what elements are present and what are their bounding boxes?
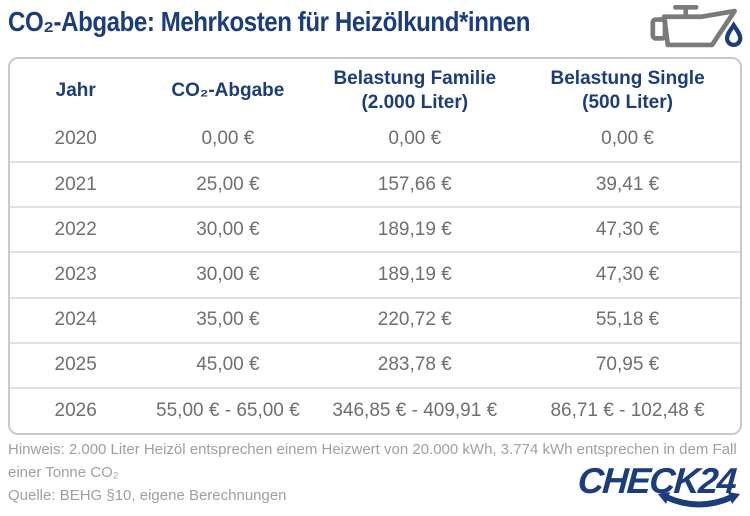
oil-can-body	[661, 8, 737, 48]
oil-can-handle	[650, 17, 668, 41]
table-cell: 0,00 €	[388, 128, 442, 150]
table-cell-year: 2022	[10, 206, 142, 253]
table-row: 2023 30,00 € 189,19 € 47,30 €	[10, 251, 740, 298]
table-row: 2026 55,00 € - 65,00 € 346,85 € - 409,91…	[10, 386, 740, 433]
table-cell: 25,00 €	[141, 161, 315, 208]
table-cell-year: 2020	[54, 128, 97, 150]
table-cell: 30,00 €	[141, 251, 315, 298]
table-cell: 283,78 €	[314, 341, 516, 388]
table-row: 2022 30,00 € 189,19 € 47,30 €	[10, 206, 740, 253]
oil-can-icon	[650, 4, 743, 48]
page-title: CO₂-Abgabe: Mehrkosten für Heizölkund*in…	[8, 6, 530, 37]
table-cell-year: 2026	[10, 386, 142, 433]
note-text: Hinweis: 2.000 Liter Heizöl entsprechen …	[8, 441, 737, 481]
table-cell: 157,66 €	[314, 161, 516, 208]
table-cell: 189,19 €	[314, 251, 516, 298]
check24-logo: CHECK24	[577, 460, 744, 508]
table-cell-year: 2021	[10, 161, 142, 208]
swoosh-double-arrow-icon	[658, 492, 740, 508]
source-text: Quelle: BEHG §10, eigene Berechnungen	[8, 487, 287, 504]
table-cell: 346,85 € - 409,91 €	[314, 386, 516, 433]
oil-drop-icon	[724, 21, 743, 48]
data-table-card: Jahr CO₂-Abgabe Belastung Familie (2.000…	[8, 57, 742, 435]
table-cell: 189,19 €	[314, 206, 516, 253]
table-cell: 0,00 €	[201, 128, 255, 150]
column-header-jahr: Jahr	[55, 80, 96, 102]
table-header-row: Jahr CO₂-Abgabe Belastung Familie (2.000…	[10, 59, 740, 117]
table-cell: 70,95 €	[515, 341, 740, 388]
table-cell: 35,00 €	[141, 296, 315, 343]
table-row: 2021 25,00 € 157,66 € 39,41 €	[10, 161, 740, 208]
table-cell-year: 2023	[10, 251, 142, 298]
table-cell: 45,00 €	[141, 341, 315, 388]
table-cell: 47,30 €	[515, 251, 740, 298]
table-row: 2020 0,00 € 0,00 € 0,00 €	[10, 117, 740, 162]
table-cell: 55,18 €	[515, 296, 740, 343]
table-cell-year: 2025	[10, 341, 142, 388]
co2-cost-table: Jahr CO₂-Abgabe Belastung Familie (2.000…	[10, 59, 740, 433]
table-cell: 86,71 € - 102,48 €	[515, 386, 740, 433]
table-cell-year: 2024	[10, 296, 142, 343]
table-row: 2024 35,00 € 220,72 € 55,18 €	[10, 296, 740, 343]
footer-notes: Hinweis: 2.000 Liter Heizöl entsprechen …	[8, 438, 748, 507]
table-cell: 220,72 €	[314, 296, 516, 343]
table-row: 2025 45,00 € 283,78 € 70,95 €	[10, 341, 740, 388]
table-cell: 55,00 € - 65,00 €	[141, 386, 315, 433]
column-header-belastung-single: Belastung Single (500 Liter)	[550, 68, 705, 113]
column-header-belastung-familie: Belastung Familie (2.000 Liter)	[333, 68, 497, 113]
column-header-co2-abgabe: CO₂-Abgabe	[171, 80, 285, 102]
table-cell: 47,30 €	[515, 206, 740, 253]
table-cell: 30,00 €	[141, 206, 315, 253]
table-cell: 39,41 €	[515, 161, 740, 208]
table-cell: 0,00 €	[601, 128, 654, 150]
